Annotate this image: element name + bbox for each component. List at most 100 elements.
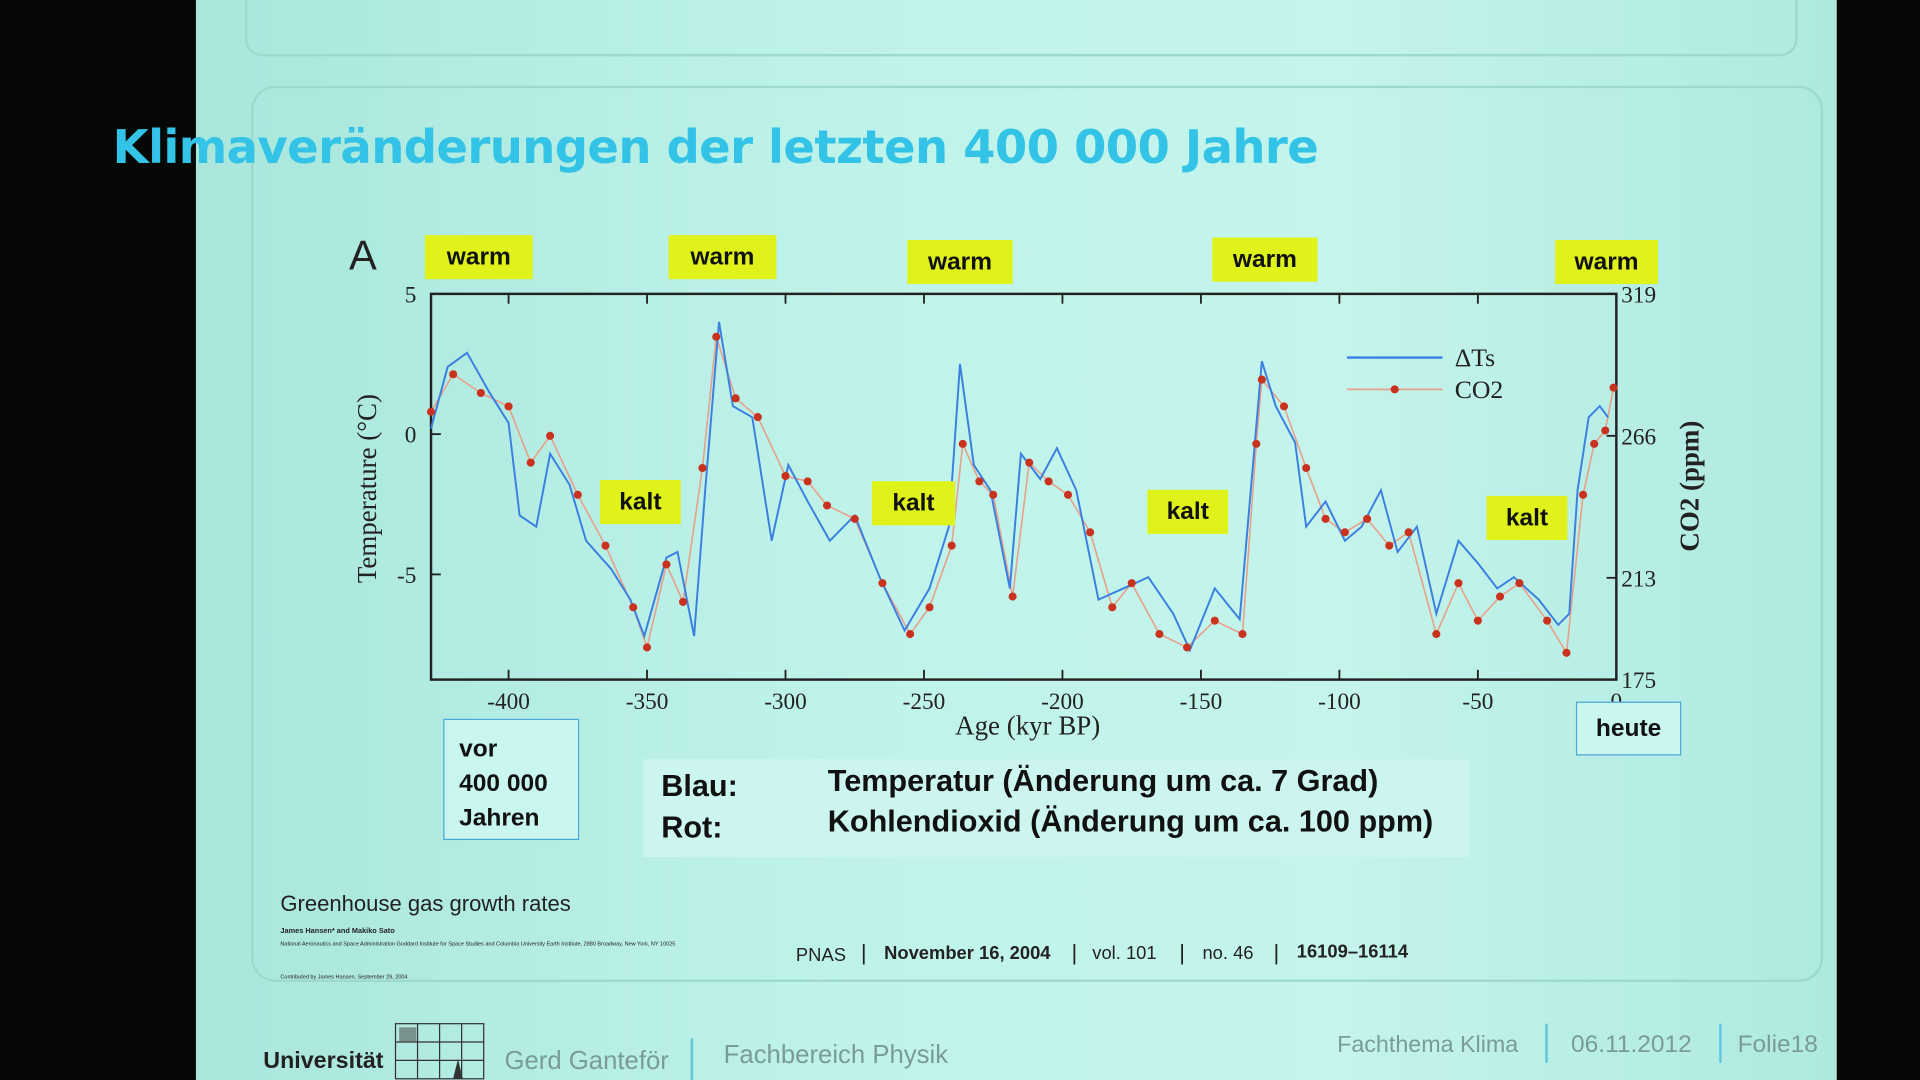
- footer-slide-number: Folie18: [1737, 1031, 1818, 1058]
- co2-point: [1252, 439, 1261, 448]
- kalt-label: kalt: [1147, 489, 1229, 534]
- y2-axis-label: CO2 (ppm): [1673, 420, 1705, 552]
- y2-tick-label: 319: [1621, 282, 1656, 308]
- co2-point: [1432, 630, 1441, 639]
- co2-point: [712, 332, 721, 341]
- divider: [690, 1038, 694, 1080]
- x-tick-label: -400: [487, 689, 530, 715]
- content-panel: [251, 85, 1824, 983]
- y2-tick-label: 266: [1621, 424, 1656, 450]
- x-axis-label: Age (kyr BP): [955, 710, 1101, 741]
- today-box: heute: [1575, 701, 1682, 756]
- co2-point: [925, 603, 934, 612]
- co2-point: [546, 431, 555, 440]
- y-tick-label: 5: [405, 282, 417, 308]
- note-key: Blau:: [661, 768, 738, 804]
- warm-label: warm: [424, 235, 533, 280]
- co2-point: [1495, 592, 1505, 601]
- footer-department: Fachbereich Physik: [723, 1040, 949, 1069]
- note-text: Kohlendioxid (Änderung um ca. 100 ppm): [827, 804, 1434, 839]
- co2-point: [1044, 477, 1053, 486]
- panel-letter: A: [348, 232, 377, 280]
- legend-temperature: ΔTs: [1454, 342, 1496, 373]
- co2-point: [731, 394, 740, 403]
- citation-pages: 16109–16114: [1296, 941, 1409, 963]
- note-key: Rot:: [661, 810, 723, 845]
- co2-point: [1063, 490, 1073, 499]
- x-tick-label: -150: [1180, 689, 1223, 715]
- co2-point: [1008, 592, 1017, 601]
- note-text: Temperatur (Änderung um ca. 7 Grad): [827, 764, 1379, 799]
- x-tick-label: -50: [1462, 689, 1493, 715]
- y2-tick-label: 175: [1621, 668, 1656, 694]
- co2-point: [1279, 402, 1289, 411]
- co2-point: [1473, 616, 1482, 625]
- citation-number: no. 46: [1202, 942, 1254, 964]
- x-tick-label: -350: [626, 689, 669, 715]
- co2-point: [476, 388, 485, 398]
- temperature-line: [430, 321, 1609, 653]
- x-tick-label: -250: [903, 689, 946, 715]
- start-box-line: vor: [459, 735, 498, 763]
- co2-point: [1454, 579, 1463, 588]
- co2-point: [975, 477, 984, 486]
- footer-author: Gerd Ganteför: [504, 1046, 669, 1076]
- x-tick-label: -100: [1318, 689, 1361, 715]
- y-tick-label: -5: [397, 563, 416, 589]
- co2-point: [906, 630, 915, 639]
- citation-journal: PNAS: [795, 945, 846, 967]
- co2-point: [1601, 426, 1610, 435]
- co2-point: [1363, 514, 1372, 523]
- y-axis-label: Temperature (°C): [351, 394, 383, 584]
- co2-point: [1609, 383, 1618, 392]
- citation-affiliation: National Aeronautics and Space Administr…: [280, 940, 676, 947]
- x-tick-label: -200: [1041, 689, 1084, 715]
- co2-point: [1025, 458, 1034, 467]
- divider: [1545, 1023, 1548, 1063]
- co2-point: [642, 643, 652, 652]
- co2-point: [1183, 643, 1192, 652]
- co2-point: [573, 490, 582, 499]
- co2-line: [430, 336, 1615, 656]
- co2-point: [958, 439, 967, 448]
- citation-authors: James Hansen* and Makiko Sato: [280, 928, 395, 936]
- university-logo-icon: [394, 1023, 485, 1080]
- citation-contributed: Contributed by James Hansen, September 2…: [280, 973, 408, 980]
- footer-topic: Fachthema Klima: [1337, 1032, 1519, 1058]
- co2-point: [698, 463, 707, 473]
- co2-point: [1108, 603, 1117, 612]
- start-box-line: Jahren: [459, 804, 540, 832]
- co2-point: [1321, 514, 1330, 523]
- y-tick-label: 0: [405, 423, 417, 449]
- divider: [1719, 1023, 1722, 1063]
- co2-point: [1340, 528, 1349, 537]
- x-tick-label: -300: [764, 689, 807, 715]
- kalt-label: kalt: [871, 481, 956, 526]
- start-box: vor 400 000 Jahren: [443, 718, 580, 841]
- co2-point: [878, 579, 887, 588]
- warm-label: warm: [907, 240, 1013, 285]
- warm-label: warm: [1555, 240, 1658, 285]
- co2-point: [989, 490, 998, 499]
- start-box-line: 400 000: [459, 770, 548, 798]
- warm-label: warm: [1212, 237, 1318, 282]
- co2-point: [1302, 463, 1311, 473]
- warm-label: warm: [668, 235, 777, 280]
- top-frame: [244, 0, 1798, 57]
- citation-date: November 16, 2004: [884, 942, 1051, 964]
- co2-point: [1543, 616, 1552, 625]
- citation-volume: vol. 101: [1092, 942, 1157, 964]
- co2-point: [1086, 528, 1095, 537]
- co2-point: [426, 407, 436, 416]
- co2-point: [629, 603, 638, 612]
- co2-point: [504, 402, 513, 411]
- co2-point: [1562, 648, 1571, 657]
- plot-frame: [429, 292, 1618, 681]
- kalt-label: kalt: [600, 480, 681, 525]
- co2-point: [823, 501, 832, 510]
- co2-point: [449, 370, 458, 379]
- citation-title: Greenhouse gas growth rates: [280, 891, 571, 916]
- co2-point: [753, 413, 762, 422]
- kalt-label: kalt: [1486, 495, 1568, 541]
